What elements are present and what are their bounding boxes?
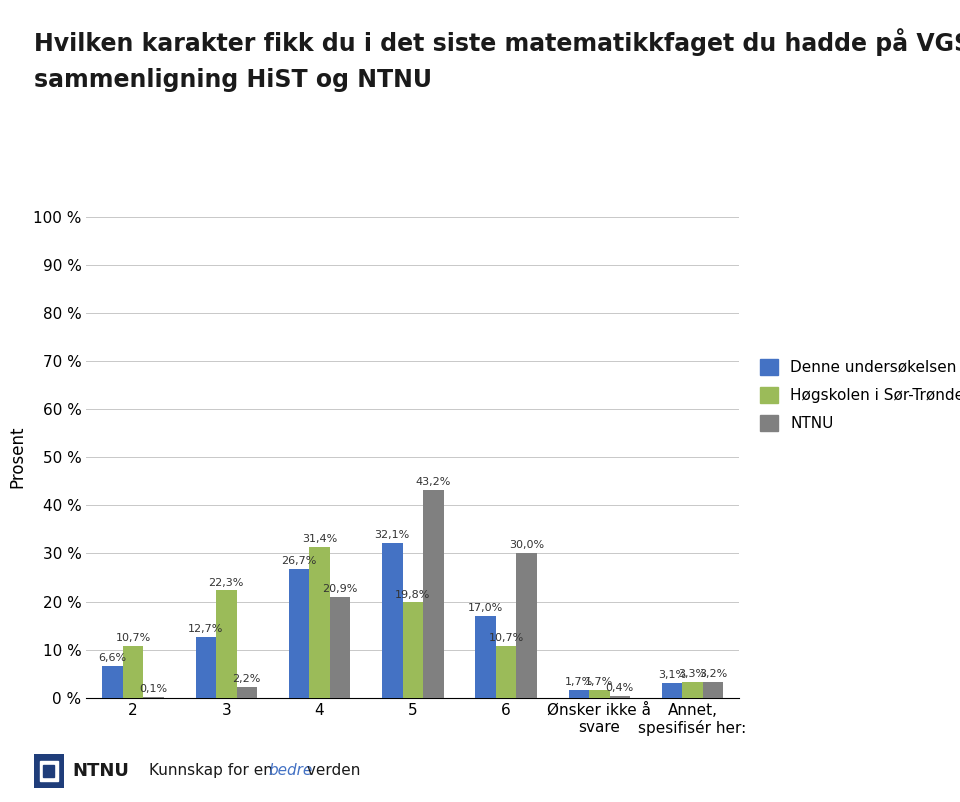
Text: 3,3%: 3,3%	[679, 669, 707, 679]
Text: 19,8%: 19,8%	[396, 589, 430, 600]
Legend: Denne undersøkelsen, Høgskolen i Sør-Trøndelag, NTNU: Denne undersøkelsen, Høgskolen i Sør-Trø…	[760, 359, 960, 431]
Text: 0,4%: 0,4%	[606, 683, 634, 693]
Bar	[402, 602, 423, 698]
Bar	[703, 683, 723, 698]
Text: 30,0%: 30,0%	[509, 541, 544, 550]
Text: 1,7%: 1,7%	[586, 677, 613, 687]
Text: 10,7%: 10,7%	[115, 634, 151, 643]
Bar	[236, 687, 257, 698]
FancyBboxPatch shape	[39, 760, 59, 781]
Bar	[382, 543, 402, 698]
Text: 10,7%: 10,7%	[489, 634, 524, 643]
Bar	[330, 597, 350, 698]
Text: 43,2%: 43,2%	[416, 477, 451, 487]
Text: 3,1%: 3,1%	[658, 670, 686, 680]
Text: Kunnskap for en: Kunnskap for en	[149, 764, 277, 778]
Text: 32,1%: 32,1%	[374, 530, 410, 541]
Text: verden: verden	[302, 764, 361, 778]
Text: 17,0%: 17,0%	[468, 603, 503, 613]
Text: 22,3%: 22,3%	[208, 577, 244, 588]
Text: 12,7%: 12,7%	[188, 624, 224, 634]
Text: bedre: bedre	[269, 764, 313, 778]
Bar	[196, 637, 216, 698]
Bar	[123, 646, 143, 698]
Text: sammenligning HiST og NTNU: sammenligning HiST og NTNU	[34, 68, 432, 92]
Bar	[103, 666, 123, 698]
Bar	[610, 696, 630, 698]
Text: 20,9%: 20,9%	[323, 585, 358, 594]
Bar	[289, 569, 309, 698]
FancyBboxPatch shape	[43, 764, 55, 777]
Bar	[495, 646, 516, 698]
Bar	[216, 590, 236, 698]
Text: 6,6%: 6,6%	[99, 653, 127, 663]
Text: 3,2%: 3,2%	[699, 670, 728, 679]
Bar	[589, 690, 610, 698]
Text: NTNU: NTNU	[72, 762, 129, 780]
Text: Hvilken karakter fikk du i det siste matematikkfaget du hadde på VGS? –: Hvilken karakter fikk du i det siste mat…	[34, 28, 960, 56]
Bar	[309, 547, 330, 698]
Bar	[423, 490, 444, 698]
Text: 1,7%: 1,7%	[564, 677, 593, 687]
Text: 31,4%: 31,4%	[301, 534, 337, 544]
Bar	[683, 682, 703, 698]
Bar	[661, 683, 683, 698]
Y-axis label: Prosent: Prosent	[9, 426, 26, 488]
Bar	[516, 553, 537, 698]
Text: 0,1%: 0,1%	[139, 684, 168, 695]
Text: 2,2%: 2,2%	[232, 674, 261, 684]
Text: 26,7%: 26,7%	[281, 557, 317, 566]
Bar	[475, 616, 495, 698]
Bar	[568, 690, 589, 698]
